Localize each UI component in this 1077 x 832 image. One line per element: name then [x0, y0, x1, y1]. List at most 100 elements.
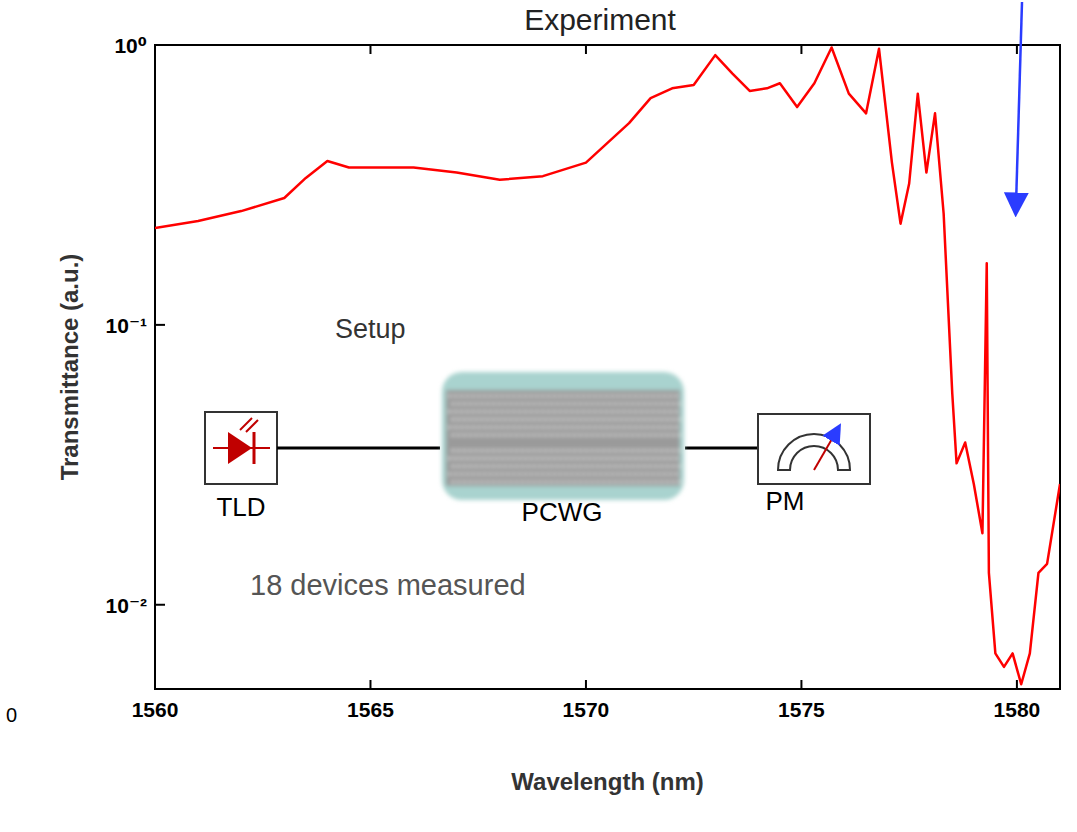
pcwg-hole [579, 464, 583, 468]
pcwg-hole [582, 472, 586, 476]
pcwg-hole [489, 410, 493, 414]
pcwg-hole [631, 433, 635, 437]
pcwg-hole [561, 449, 565, 453]
pcwg-hole [503, 449, 507, 453]
pcwg-hole [611, 472, 615, 476]
pcwg-hole [532, 480, 536, 484]
pcwg-hole [500, 472, 504, 476]
pcwg-hole [457, 433, 461, 437]
pcwg-hole [582, 410, 586, 414]
x-axis-title: Wavelength (nm) [511, 768, 703, 795]
pcwg-hole [567, 449, 571, 453]
pcwg-hole [483, 425, 487, 429]
pcwg-hole [622, 457, 626, 461]
pcwg-hole [631, 464, 635, 468]
pcwg-hole [544, 449, 548, 453]
pcwg-hole [544, 402, 548, 406]
pcwg-hole [672, 449, 676, 453]
pcwg-hole [495, 457, 499, 461]
pcwg-hole [570, 410, 574, 414]
pcwg-hole [492, 402, 496, 406]
pcwg-hole [590, 402, 594, 406]
pcwg-hole [521, 449, 525, 453]
pcwg-hole [567, 402, 571, 406]
pcwg-hole [498, 480, 502, 484]
pcwg-hole [466, 425, 470, 429]
x-tick-label: 1560 [132, 698, 179, 721]
pcwg-hole [471, 472, 475, 476]
pcwg-hole [605, 410, 609, 414]
pcwg-hole [622, 425, 626, 429]
pcwg-hole [596, 480, 600, 484]
pcwg-hole [477, 472, 481, 476]
pcwg-hole [567, 418, 571, 422]
x-tick-top [1016, 45, 1018, 54]
pcwg-hole [527, 402, 531, 406]
plot-area [155, 47, 1060, 684]
pcwg-hole [573, 402, 577, 406]
pcwg-hole [477, 410, 481, 414]
pcwg-hole [567, 480, 571, 484]
pcwg-hole [663, 425, 667, 429]
pcwg-hole [509, 480, 513, 484]
pcwg-hole [596, 449, 600, 453]
pcwg-hole [556, 464, 560, 468]
pcwg-hole [669, 410, 673, 414]
pcwg-hole [648, 433, 652, 437]
fiber [277, 447, 440, 450]
pcwg-hole [645, 425, 649, 429]
pcwg-hole [596, 402, 600, 406]
pcwg-hole [474, 433, 478, 437]
pcwg-hole [503, 418, 507, 422]
pcwg-hole [567, 433, 571, 437]
pcwg-hole [538, 464, 542, 468]
pcwg-hole [640, 410, 644, 414]
pcwg-hole [628, 457, 632, 461]
pcwg-hole [512, 394, 516, 398]
pcwg-hole [573, 449, 577, 453]
pcwg-hole [593, 425, 597, 429]
pcwg-hole [628, 410, 632, 414]
pcwg-hole [457, 402, 461, 406]
pcwg-hole [660, 402, 664, 406]
pcwg-hole [454, 425, 458, 429]
pcwg-hole [553, 410, 557, 414]
pcwg-hole [587, 457, 591, 461]
pcwg-hole [498, 418, 502, 422]
pcwg-hole [602, 449, 606, 453]
pcwg-hole [524, 394, 528, 398]
pcwg-hole [550, 464, 554, 468]
y-tick-label: 10⁻² [106, 594, 147, 617]
pcwg-hole [645, 457, 649, 461]
pcwg-hole [550, 449, 554, 453]
pcwg-hole [451, 449, 455, 453]
fragment-label: 0 [6, 704, 17, 726]
pcwg-hole [541, 425, 545, 429]
pcwg-hole [660, 464, 664, 468]
pcwg-hole [599, 394, 603, 398]
pcwg-hole [506, 457, 510, 461]
pcwg-hole [451, 402, 455, 406]
pcwg-hole [503, 480, 507, 484]
pcwg-hole [495, 410, 499, 414]
tld-box [205, 412, 277, 484]
pcwg-hole [582, 457, 586, 461]
pcwg-hole [469, 433, 473, 437]
pcwg-hole [451, 464, 455, 468]
pcwg-hole [463, 464, 467, 468]
pcwg-hole [532, 402, 536, 406]
pcwg-hole [535, 457, 539, 461]
pcwg-hole [457, 449, 461, 453]
pcwg-hole [570, 457, 574, 461]
pcwg-hole [564, 457, 568, 461]
pcwg-hole [492, 480, 496, 484]
pcwg-hole [596, 418, 600, 422]
pcwg-hole [590, 418, 594, 422]
pcwg-hole [541, 472, 545, 476]
pcwg-hole [448, 457, 452, 461]
pcwg-hole [541, 410, 545, 414]
pcwg-hole [608, 449, 612, 453]
pcwg-hole [593, 457, 597, 461]
pcwg-hole [527, 480, 531, 484]
pcwg-hole [561, 433, 565, 437]
